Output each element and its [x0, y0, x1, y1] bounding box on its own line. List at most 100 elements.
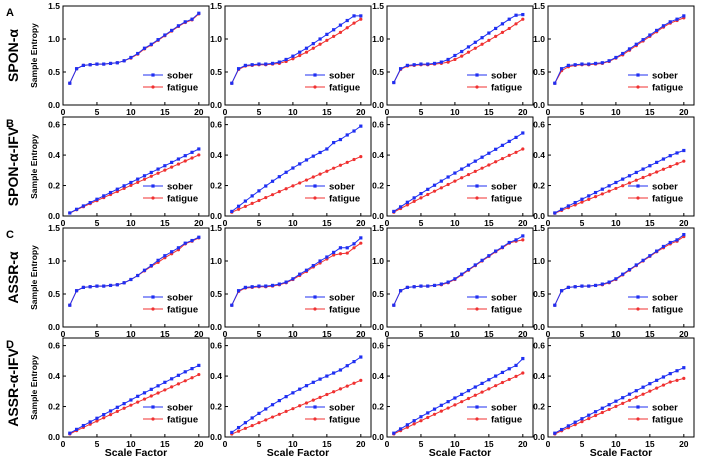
data-point-sober: [230, 430, 234, 435]
data-point-sober: [298, 50, 302, 54]
data-point-fatigue: [243, 204, 247, 209]
x-tick-label: 5: [580, 107, 585, 117]
data-point-sober: [270, 403, 275, 407]
data-point-fatigue: [325, 392, 329, 397]
data-point-sober: [392, 209, 396, 214]
data-point-fatigue: [500, 30, 505, 34]
data-point-sober: [311, 154, 315, 158]
row-label: ASSR-α: [5, 251, 21, 304]
data-point-sober: [559, 207, 564, 211]
x-tick-label: 20: [356, 107, 366, 117]
data-point-sober: [95, 416, 99, 420]
data-point-sober: [277, 282, 281, 286]
y-tick-label: 0.4: [533, 150, 545, 160]
data-point-fatigue: [197, 372, 201, 377]
data-point-sober: [243, 285, 247, 289]
data-point-sober: [392, 431, 396, 435]
x-tick-label: 20: [679, 218, 689, 228]
data-point-sober: [634, 42, 638, 46]
data-point-fatigue: [580, 420, 584, 424]
legend-label: fatigue: [491, 415, 522, 426]
data-point-sober: [480, 36, 484, 40]
data-point-fatigue: [352, 21, 356, 25]
legend-marker-sober: [475, 184, 479, 188]
data-point-sober: [453, 396, 457, 400]
data-point-sober: [432, 61, 437, 66]
data-point-sober: [149, 170, 153, 175]
data-point-sober: [460, 167, 464, 171]
legend-label: fatigue: [167, 194, 198, 205]
data-point-sober: [661, 375, 666, 379]
data-point-sober: [559, 67, 564, 71]
plot-frame: [547, 227, 695, 328]
data-point-sober: [514, 238, 518, 242]
x-tick-label: 20: [194, 439, 204, 449]
data-point-fatigue: [446, 60, 450, 64]
panel-letter: B: [6, 118, 14, 130]
data-point-sober: [580, 197, 584, 201]
data-point-fatigue: [453, 403, 457, 407]
data-point-fatigue: [487, 163, 491, 167]
data-point-fatigue: [270, 415, 275, 419]
data-point-sober: [318, 150, 322, 155]
data-point-fatigue: [480, 166, 484, 170]
x-tick-label: 10: [126, 107, 136, 117]
data-point-sober: [507, 17, 511, 21]
data-point-sober: [284, 170, 288, 174]
x-tick-label: 5: [95, 107, 100, 117]
legend-label: fatigue: [652, 83, 683, 94]
data-point-sober: [668, 372, 672, 376]
data-point-fatigue: [183, 379, 187, 383]
data-point-sober: [250, 194, 254, 198]
legend-marker-sober: [313, 295, 317, 299]
x-tick-label: 10: [288, 218, 298, 228]
legend-marker-sober: [313, 405, 317, 409]
data-point-sober: [587, 62, 591, 66]
legend-marker-fatigue: [636, 196, 640, 200]
data-point-sober: [494, 26, 498, 31]
y-tick-label: 1.5: [372, 223, 384, 233]
data-point-sober: [122, 281, 126, 285]
data-point-fatigue: [108, 413, 113, 417]
data-point-sober: [68, 431, 72, 435]
data-point-sober: [553, 431, 557, 435]
data-point-fatigue: [129, 403, 133, 407]
data-point-sober: [332, 28, 336, 32]
data-point-sober: [236, 67, 241, 71]
data-point-fatigue: [627, 181, 632, 185]
legend-marker-fatigue: [475, 307, 479, 311]
data-point-sober: [81, 204, 85, 208]
x-tick-label: 15: [484, 218, 494, 228]
data-point-sober: [352, 360, 356, 364]
x-tick-label: 20: [356, 329, 366, 339]
legend-label: fatigue: [167, 415, 198, 426]
x-tick-label: 10: [611, 329, 621, 339]
data-point-sober: [466, 163, 471, 167]
data-point-sober: [614, 399, 618, 403]
data-point-sober: [392, 303, 396, 307]
data-point-sober: [68, 81, 72, 85]
data-point-sober: [655, 160, 659, 164]
data-point-fatigue: [682, 159, 686, 163]
data-point-sober: [573, 63, 577, 67]
data-point-sober: [115, 283, 119, 287]
y-tick-label: 0.2: [372, 402, 384, 412]
x-tick-label: 5: [580, 439, 585, 449]
plot-frame: [547, 337, 695, 438]
data-point-sober: [284, 280, 288, 284]
data-point-sober: [682, 366, 686, 370]
data-point-fatigue: [311, 46, 315, 50]
data-point-fatigue: [412, 199, 416, 203]
data-point-sober: [115, 405, 119, 409]
data-point-sober: [183, 241, 187, 245]
plot-frame: [62, 337, 210, 438]
panel-letter: C: [6, 229, 14, 241]
x-tick-label: 15: [160, 439, 170, 449]
legend-marker-fatigue: [313, 196, 317, 200]
data-point-fatigue: [460, 400, 464, 404]
data-point-sober: [345, 18, 349, 23]
legend-marker-sober: [151, 184, 155, 188]
data-point-sober: [88, 420, 92, 424]
